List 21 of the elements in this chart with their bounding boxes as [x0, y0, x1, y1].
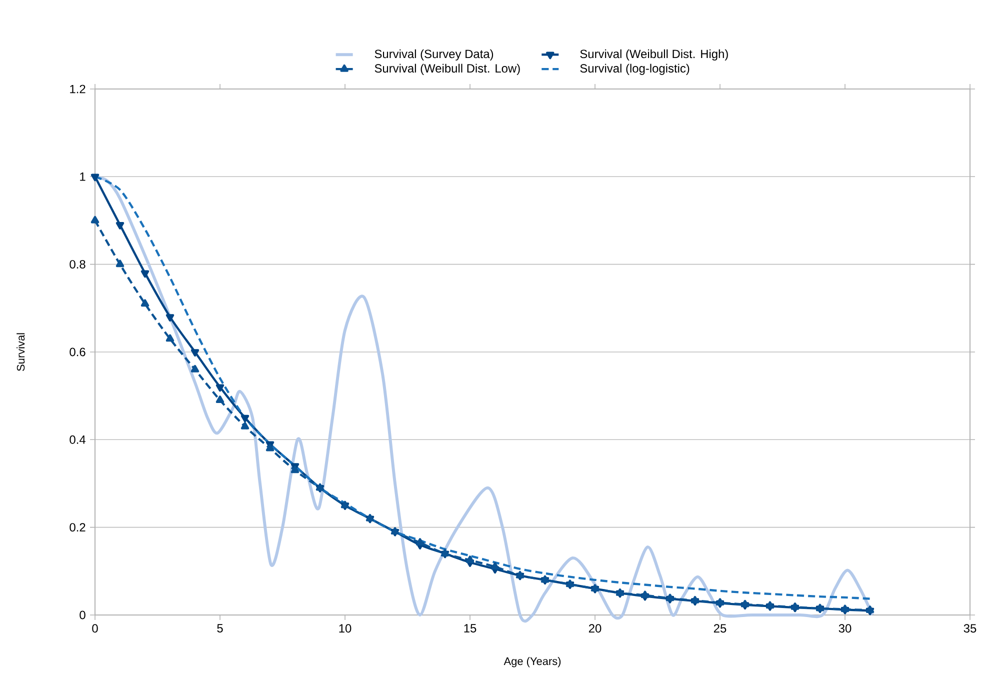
x-axis-title: Age (Years)	[504, 657, 561, 668]
legend-label: Survival (Weibull Dist. High)	[580, 49, 728, 61]
y-tick-label: 1.2	[70, 84, 86, 94]
x-tick-label: 15	[464, 624, 476, 632]
y-tick-label: 0.8	[70, 260, 86, 269]
y-axis-title: Survival	[16, 333, 25, 371]
y-tick-label: 0	[80, 610, 86, 620]
legend-label: Survival (Survey Data)	[374, 49, 494, 61]
x-tick-label: 0	[92, 624, 98, 633]
x-tick-label: 35	[964, 624, 976, 633]
legend-label: Survival (log-logistic)	[580, 64, 690, 75]
x-tick-label: 25	[714, 624, 726, 633]
y-tick-label: 0.4	[70, 435, 86, 444]
x-tick-label: 30	[838, 624, 852, 633]
legend-label: Survival (Weibull Dist. Low)	[374, 64, 520, 75]
x-tick-label: 10	[339, 624, 352, 633]
y-tick-label: 0.6	[70, 348, 86, 356]
y-tick-label: 1	[80, 172, 86, 181]
x-tick-label: 20	[588, 624, 602, 633]
x-tick-label: 5	[217, 624, 223, 632]
y-tick-label: 0.2	[70, 523, 86, 532]
